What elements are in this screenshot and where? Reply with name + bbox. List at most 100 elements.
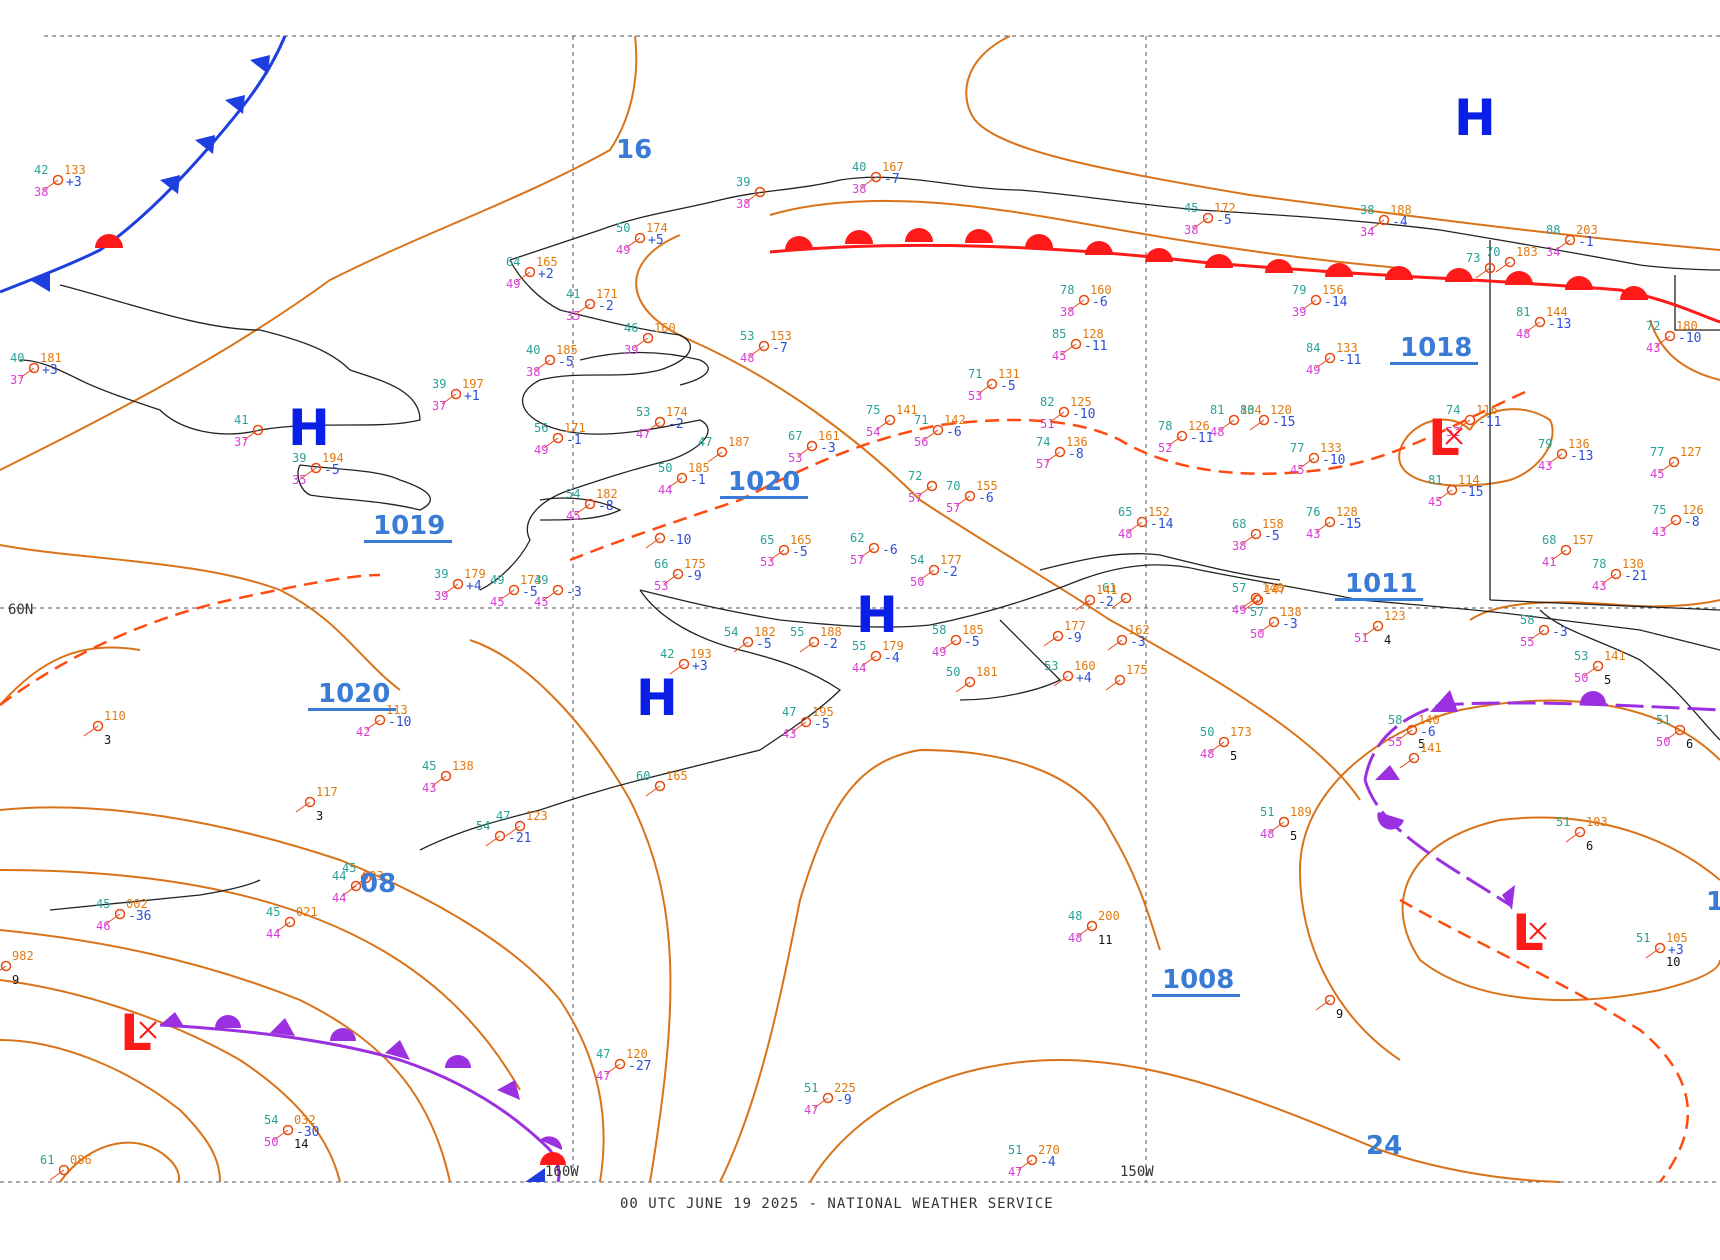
station-dewpoint: 43	[1306, 527, 1320, 541]
station-dewpoint: 37	[10, 373, 24, 387]
wind-barb	[1315, 357, 1331, 369]
wind-barb	[49, 1169, 65, 1181]
wind-barb	[663, 573, 679, 585]
station-pressure-tendency: -21	[508, 831, 531, 846]
station-pressure: 185	[688, 461, 710, 475]
station-pressure: 197	[462, 377, 484, 391]
station-plot: 40 167 38 -7	[852, 160, 904, 196]
station-temperature: 64	[506, 255, 520, 269]
station-temperature: 81	[1210, 403, 1224, 417]
station-pressure-tendency: -15	[1338, 517, 1361, 532]
wind-barb	[1315, 999, 1331, 1011]
station-plot: -10	[645, 532, 691, 549]
wind-barb	[1661, 519, 1677, 531]
high-center: H	[636, 669, 678, 727]
station-marker	[1258, 414, 1270, 426]
station-pressure-tendency: -8	[1068, 447, 1084, 462]
station-pressure: 140	[1418, 713, 1440, 727]
station-temperature: 60	[636, 769, 650, 783]
wind-barb	[1299, 457, 1315, 469]
station-dewpoint: 57	[908, 491, 922, 505]
station-plot: 141-2	[1075, 583, 1118, 611]
station-pressure: 158	[1262, 517, 1284, 531]
wind-barb	[1301, 299, 1317, 311]
wind-barb	[499, 589, 515, 601]
station-pressure: 120	[1270, 403, 1292, 417]
station-plot: 72 180 43 -10	[1646, 319, 1701, 355]
station-pressure: 171	[564, 421, 586, 435]
latitude-label: 60N	[8, 602, 33, 618]
wind-barb	[301, 467, 317, 479]
warm-front-north	[95, 228, 1720, 324]
station-temperature: 54	[724, 625, 738, 639]
wind-barb	[955, 681, 971, 693]
isobar-label: 1018	[1400, 333, 1472, 363]
station-pressure: 160	[654, 321, 676, 335]
station-dewpoint: 43	[1538, 459, 1552, 473]
wind-barb	[431, 775, 447, 787]
station-pressure-tendency: -5	[522, 585, 538, 600]
station-pressure-tendency: -13	[1548, 317, 1571, 332]
station-visibility: 3	[104, 733, 111, 747]
station-marker	[716, 446, 728, 458]
station-plot: 50 185 44 -1	[658, 461, 710, 497]
station-temperature: 81	[1516, 305, 1530, 319]
station-pressure: 173	[520, 573, 542, 587]
station-pressure-tendency: -9	[686, 569, 702, 584]
station-dewpoint: 38	[1232, 539, 1246, 553]
station-marker	[1310, 294, 1322, 306]
station-dewpoint: 38	[526, 365, 540, 379]
station-dewpoint: 53	[760, 555, 774, 569]
wind-barb	[1555, 239, 1571, 251]
wind-barb	[535, 359, 551, 371]
station-pressure: 130	[1622, 557, 1644, 571]
station-pressure: 162	[1128, 623, 1150, 637]
station-temperature: 42	[34, 163, 48, 177]
station-pressure: 103	[1586, 815, 1608, 829]
isobar-label: 1011	[1345, 569, 1417, 599]
station-pressure-tendency: -2	[598, 299, 614, 314]
station-dewpoint: 43	[1592, 579, 1606, 593]
station-plot: 51 50 6	[1656, 713, 1693, 751]
station-pressure-tendency: -10	[1322, 453, 1345, 468]
station-plot: 982 9	[0, 949, 34, 987]
station-pressure: 155	[976, 479, 998, 493]
wind-barb	[1551, 549, 1567, 561]
station-pressure-tendency: -11	[1338, 353, 1361, 368]
longitude-label: 160W	[545, 1164, 579, 1180]
wind-barb	[1105, 679, 1121, 691]
station-visibility: 5	[1290, 829, 1297, 843]
station-pressure-tendency: -21	[1624, 569, 1647, 584]
station-marker	[1324, 994, 1336, 1006]
wind-barb	[625, 237, 641, 249]
station-pressure-tendency: -11	[1190, 431, 1213, 446]
station-pressure: 165	[790, 533, 812, 547]
high-center: H	[1454, 89, 1496, 147]
station-plot: 77 133 45 -10	[1290, 441, 1345, 477]
station-pressure: 141	[1604, 649, 1626, 663]
cold-front	[0, 35, 287, 294]
wind-barb	[1437, 489, 1453, 501]
station-pressure-tendency: -13	[1570, 449, 1593, 464]
station-marker	[1136, 516, 1148, 528]
station-marker	[1202, 212, 1214, 224]
station-pressure: 133	[1336, 341, 1358, 355]
station-temperature: 77	[1650, 445, 1664, 459]
station-plot: 40 181 37 +3	[10, 351, 62, 387]
station-marker	[806, 440, 818, 452]
station-temperature: 53	[740, 329, 754, 343]
wind-barb	[0, 965, 7, 971]
isobar-label: 1020	[318, 679, 390, 709]
wind-barb	[1547, 453, 1563, 465]
station-pressure-tendency: -5	[1216, 213, 1232, 228]
wind-barb	[19, 367, 35, 379]
station-temperature: 38	[1360, 203, 1374, 217]
station-plot: 47 195 43 -5	[782, 705, 834, 741]
station-dewpoint: 48	[1516, 327, 1530, 341]
station-pressure: 110	[104, 709, 126, 723]
station-dewpoint: 50	[1250, 627, 1264, 641]
station-pressure: 134	[1240, 403, 1262, 417]
station-temperature: 53	[1574, 649, 1588, 663]
station-pressure-tendency: -10	[388, 715, 411, 730]
